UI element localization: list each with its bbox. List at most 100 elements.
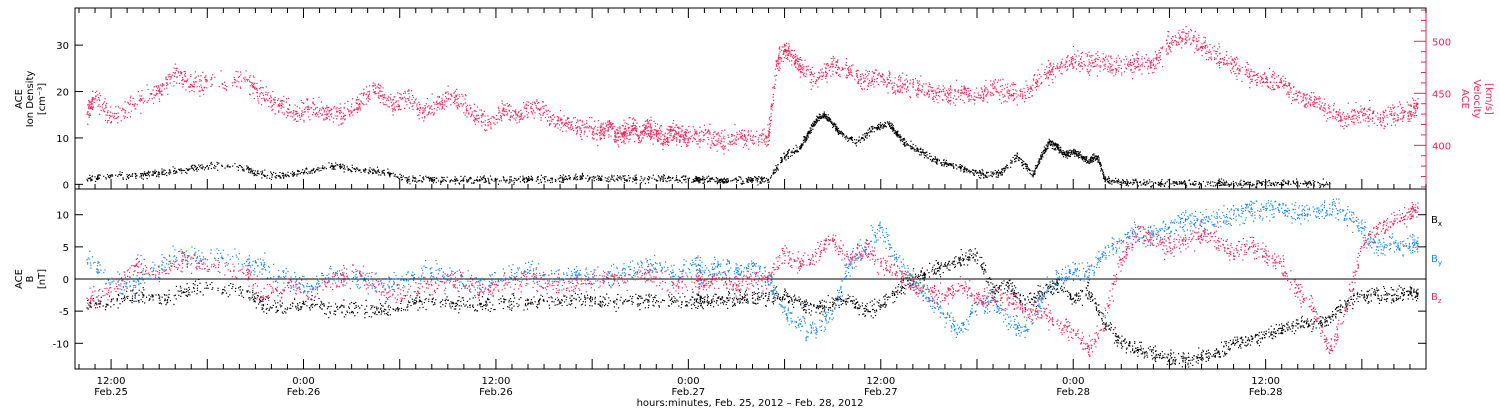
velocity-series-point	[129, 97, 131, 99]
velocity-series-point	[821, 75, 824, 78]
velocity-series-point	[184, 72, 187, 75]
velocity-series-point	[597, 120, 599, 122]
density-series-point	[549, 179, 551, 182]
velocity-series-point	[1211, 59, 1213, 61]
velocity-series-point	[937, 87, 939, 89]
velocity-series-point	[1397, 116, 1399, 119]
velocity-series-point	[166, 82, 168, 84]
density-series-point	[536, 177, 538, 179]
velocity-series-point	[221, 83, 223, 85]
density-series-point	[608, 176, 610, 178]
velocity-series-point	[1102, 61, 1104, 63]
velocity-series-point	[1309, 98, 1311, 101]
velocity-series-point	[1289, 89, 1291, 91]
velocity-series-point	[1167, 52, 1169, 54]
velocity-series-point	[650, 131, 653, 133]
velocity-series-point	[259, 88, 261, 90]
velocity-series-point	[277, 99, 279, 102]
velocity-series-point	[708, 138, 710, 141]
velocity-series-point	[1179, 34, 1181, 36]
velocity-series-point	[1075, 68, 1078, 70]
velocity-series-point	[896, 84, 898, 86]
velocity-series-point	[1106, 68, 1109, 70]
density-series-point	[156, 175, 158, 177]
velocity-series-point	[1234, 59, 1237, 61]
velocity-series-point	[257, 98, 259, 100]
velocity-series-point	[312, 101, 314, 103]
velocity-series-point	[1417, 97, 1419, 100]
velocity-series-point	[791, 64, 793, 66]
velocity-series-point	[837, 66, 839, 68]
velocity-series-point	[902, 82, 904, 85]
density-series-point	[454, 183, 456, 185]
velocity-series-point	[520, 109, 522, 111]
velocity-series-point	[652, 134, 654, 136]
velocity-series-point	[650, 135, 652, 137]
velocity-series-point	[1154, 57, 1156, 60]
velocity-series-point	[161, 94, 163, 96]
density-series-point	[576, 178, 579, 180]
velocity-series-point	[1393, 118, 1395, 120]
velocity-series-point	[628, 117, 630, 119]
velocity-series-point	[849, 68, 852, 70]
density-series-point	[494, 177, 496, 180]
velocity-series-point	[1045, 78, 1047, 80]
velocity-series-point	[1074, 62, 1076, 64]
density-series-point	[297, 173, 299, 175]
velocity-series-point	[214, 76, 216, 78]
velocity-series-point	[1284, 77, 1286, 79]
density-series-point	[459, 183, 461, 185]
density-series-point	[302, 172, 305, 174]
density-series-point	[531, 177, 533, 179]
velocity-series-point	[542, 101, 544, 103]
velocity-series-point	[1000, 91, 1002, 93]
velocity-series-point	[748, 148, 750, 150]
velocity-series-point	[985, 79, 987, 82]
velocity-series-point	[677, 134, 680, 136]
velocity-series-point	[655, 133, 658, 135]
velocity-series-point	[253, 83, 255, 85]
velocity-series-point	[1095, 60, 1097, 63]
velocity-series-point	[1390, 108, 1392, 111]
velocity-series-point	[706, 131, 708, 134]
velocity-series-point	[1036, 81, 1038, 83]
velocity-series-point	[662, 140, 665, 143]
velocity-series-point	[732, 139, 734, 141]
velocity-series-point	[667, 144, 670, 146]
velocity-series-point	[415, 98, 417, 100]
velocity-series-point	[1115, 60, 1118, 62]
velocity-series-point	[205, 81, 207, 83]
velocity-series-point	[801, 71, 803, 73]
velocity-series-point	[731, 135, 733, 138]
velocity-series-point	[991, 83, 994, 85]
velocity-series-point	[323, 118, 325, 120]
velocity-series-point	[501, 100, 503, 102]
velocity-series-point	[771, 106, 773, 108]
velocity-series-point	[723, 146, 726, 148]
velocity-series-point	[576, 129, 579, 131]
velocity-series-point	[747, 135, 749, 137]
velocity-series-point	[495, 118, 498, 121]
density-series-point	[362, 169, 365, 171]
velocity-series-point	[835, 66, 837, 69]
velocity-series-point	[1080, 58, 1082, 60]
velocity-series-point	[629, 131, 631, 134]
velocity-series-point	[912, 81, 915, 83]
velocity-series-point	[848, 72, 850, 74]
velocity-series-point	[1170, 51, 1172, 53]
density-series-point	[428, 180, 431, 182]
density-series-point	[131, 175, 133, 178]
velocity-series-point	[721, 130, 723, 132]
velocity-series-point	[1358, 117, 1360, 119]
velocity-series-point	[1044, 71, 1046, 74]
velocity-series-point	[1032, 84, 1034, 86]
velocity-series-point	[645, 125, 647, 127]
velocity-series-point	[882, 74, 884, 76]
velocity-series-point	[787, 54, 789, 56]
density-series-point	[433, 176, 435, 179]
velocity-series-point	[267, 99, 269, 101]
density-series-point	[429, 179, 431, 181]
velocity-series-point	[629, 134, 631, 136]
density-series-point	[458, 182, 460, 184]
velocity-series-point	[612, 126, 614, 128]
